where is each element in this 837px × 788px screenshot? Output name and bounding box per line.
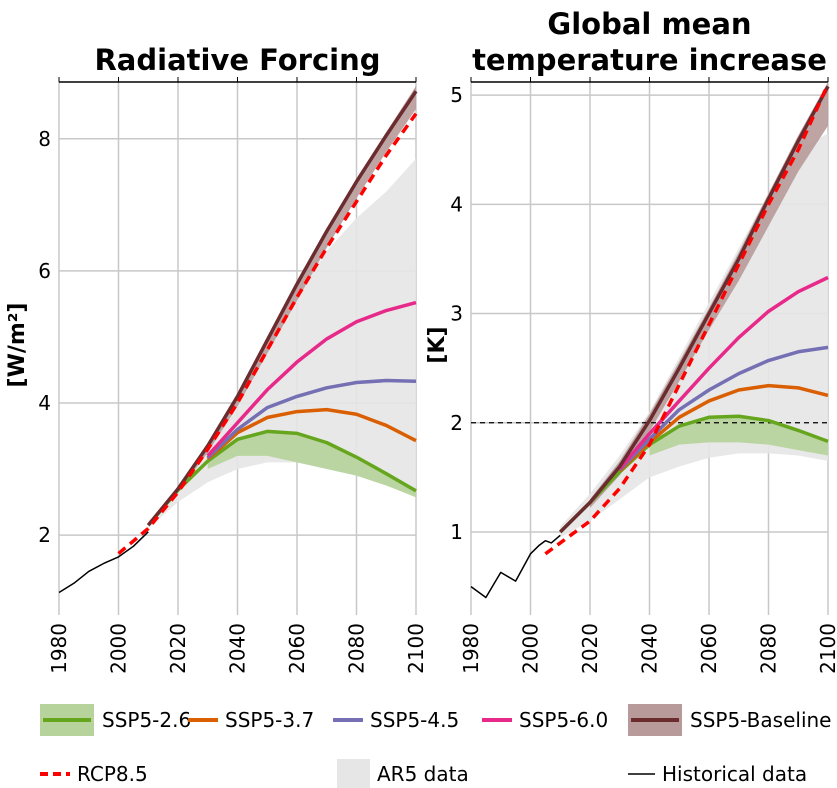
panel: 1980 2000 2020 2040 2060 2080 2100 1 2 3 4 5 Global …	[425, 7, 837, 674]
y-tick-label: 3	[450, 302, 463, 326]
chart-title: temperature increase	[472, 43, 827, 77]
legend-item: SSP5-2.6	[40, 704, 191, 736]
legend-item: SSP5-6.0	[482, 708, 608, 732]
series-line	[206, 407, 417, 461]
x-tick-label: 2100	[404, 623, 428, 674]
x-tick-label: 2000	[107, 623, 131, 674]
x-tick-label: 2020	[578, 623, 602, 674]
chart-title: Global mean	[547, 7, 751, 41]
x-tick-label: 2100	[816, 623, 837, 674]
x-tick-label: 2020	[166, 623, 190, 674]
x-tick-label: 2040	[638, 623, 662, 674]
series-line	[146, 429, 417, 527]
y-axis-label: [W/m²]	[5, 303, 30, 388]
panel: 1980 2000 2020 2040 2060 2080 2100 2 4 6 8 Radiativ…	[5, 43, 428, 674]
legend-label: SSP5-6.0	[519, 708, 608, 732]
x-tick-label: 2040	[226, 623, 250, 674]
series-line	[618, 275, 829, 470]
band	[178, 85, 416, 493]
band	[148, 158, 416, 529]
series-line	[146, 90, 418, 527]
legend-item: Historical data	[628, 762, 807, 786]
x-tick-label: 2080	[345, 623, 369, 674]
y-tick-label: 4	[38, 391, 51, 415]
legend-label: AR5 data	[377, 762, 469, 786]
y-axis-label: [K]	[425, 326, 450, 363]
legend-item: SSP5-Baseline	[628, 704, 831, 736]
x-tick-label: 2000	[519, 623, 543, 674]
legend-item: SSP5-3.7	[188, 708, 314, 732]
y-tick-label: 2	[38, 523, 51, 547]
y-tick-label: 4	[450, 192, 463, 216]
y-tick-label: 5	[450, 83, 463, 107]
legend-label: Historical data	[662, 762, 807, 786]
legend-label: SSP5-4.5	[370, 708, 459, 732]
legend-label: RCP8.5	[77, 762, 148, 786]
y-tick-label: 8	[38, 127, 51, 151]
legend-label: SSP5-Baseline	[690, 708, 831, 732]
legend-item: AR5 data	[337, 759, 469, 788]
band	[207, 431, 416, 498]
y-tick-label: 1	[450, 520, 463, 544]
series-line	[544, 83, 830, 556]
x-tick-label: 2080	[757, 623, 781, 674]
series-line	[206, 378, 417, 460]
y-tick-label: 2	[450, 411, 463, 435]
legend-item: SSP5-4.5	[333, 708, 459, 732]
x-tick-label: 2060	[285, 623, 309, 674]
x-tick-label: 2060	[697, 623, 721, 674]
chart-title: Radiative Forcing	[94, 43, 380, 77]
x-tick-label: 1980	[47, 623, 71, 674]
series-line	[206, 300, 417, 457]
series-line	[618, 383, 829, 473]
legend-item: RCP8.5	[40, 762, 148, 786]
legend-label: SSP5-2.6	[102, 708, 191, 732]
series-line	[470, 534, 561, 599]
legend-swatch	[337, 759, 370, 788]
y-tick-label: 6	[38, 259, 51, 283]
x-tick-label: 1980	[459, 623, 483, 674]
series-line	[618, 345, 829, 471]
series-line	[559, 85, 830, 534]
series-line	[58, 531, 149, 594]
legend-label: SSP5-3.7	[225, 708, 314, 732]
